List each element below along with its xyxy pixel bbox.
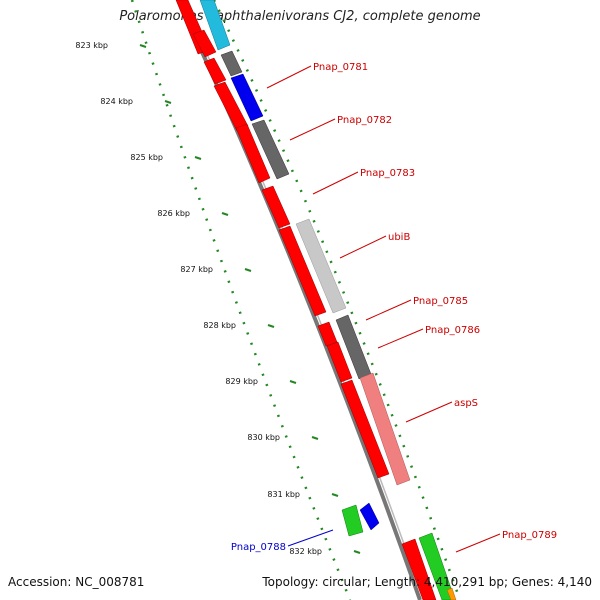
kbp-tick-label: 827 kbp [180, 265, 213, 274]
kbp-tick-mark [267, 324, 275, 328]
green-feature[interactable] [418, 532, 456, 600]
gene-leader-line [365, 299, 412, 321]
cds-feature[interactable] [261, 185, 291, 229]
orange-feature[interactable] [446, 587, 457, 600]
gene-leader-line [266, 65, 312, 89]
gene-label[interactable]: Pnap_0785 [413, 296, 468, 307]
kbp-tick-mark [139, 44, 147, 48]
kbp-tick-label: 825 kbp [130, 153, 163, 162]
cds-feature[interactable] [278, 225, 327, 317]
kbp-tick-mark [331, 493, 339, 497]
kbp-tick-mark [221, 212, 229, 216]
cds-feature[interactable] [326, 341, 353, 383]
blue-feature[interactable] [359, 502, 380, 531]
light-gray-feature[interactable] [295, 218, 347, 314]
kbp-tick-label: 830 kbp [247, 433, 280, 442]
gene-label[interactable]: Pnap_0789 [502, 530, 557, 541]
gc-line-inner [130, 0, 352, 600]
cds-feature[interactable] [192, 29, 217, 58]
kbp-tick-mark [311, 436, 319, 440]
gene-leader-line [287, 529, 334, 547]
kbp-tick-label: 823 kbp [75, 41, 108, 50]
gray-feature[interactable] [251, 119, 290, 180]
gene-label[interactable]: ubiB [388, 232, 410, 243]
gene-labels: Pnap_0781 Pnap_0782 Pnap_0783 ubiB Pnap_0785… [231, 62, 557, 553]
kbp-scale: 823 kbp 824 kbp 825 kbp 826 kbp 827 kbp 828 k… [75, 41, 361, 556]
green-feature[interactable] [341, 504, 364, 537]
gene-label[interactable]: aspS [454, 398, 478, 409]
accession-text: Accession: NC_008781 [8, 575, 145, 589]
kbp-tick-mark [244, 268, 252, 272]
feature-track [175, 0, 457, 600]
gene-label[interactable]: Pnap_0786 [425, 325, 480, 336]
cds-feature[interactable] [401, 538, 437, 600]
gene-leader-line [339, 235, 387, 259]
kbp-tick-mark [353, 550, 361, 554]
kbp-tick-label: 829 kbp [225, 377, 258, 386]
cyan-feature[interactable] [199, 0, 231, 51]
cds-feature[interactable] [340, 379, 390, 479]
gene-label[interactable]: Pnap_0783 [360, 168, 415, 179]
gene-leader-line [312, 171, 359, 195]
kbp-tick-label: 831 kbp [267, 490, 300, 499]
genome-summary: Topology: circular; Length: 4,410,291 bp… [262, 575, 592, 589]
blue-feature[interactable] [230, 73, 264, 122]
kbp-tick-label: 826 kbp [157, 209, 190, 218]
gene-label[interactable]: Pnap_0782 [337, 115, 392, 126]
kbp-tick-label: 832 kbp [289, 547, 322, 556]
kbp-tick-mark [164, 100, 172, 104]
gene-leader-line [455, 533, 501, 553]
genome-backbone [176, 0, 422, 600]
gene-leader-line [377, 328, 424, 349]
gene-label[interactable]: Pnap_0788 [231, 542, 286, 553]
light-red-feature[interactable] [359, 372, 411, 486]
cds-feature[interactable] [317, 321, 338, 347]
cds-feature[interactable] [235, 123, 271, 184]
cds-feature[interactable] [203, 57, 227, 85]
kbp-tick-label: 828 kbp [203, 321, 236, 330]
gene-label[interactable]: Pnap_0781 [313, 62, 368, 73]
kbp-tick-mark [194, 156, 202, 160]
gray-feature[interactable] [220, 50, 243, 77]
gene-leader-line [405, 401, 453, 423]
kbp-tick-label: 824 kbp [100, 97, 133, 106]
gene-leader-line [289, 118, 336, 141]
kbp-tick-mark [289, 380, 297, 384]
